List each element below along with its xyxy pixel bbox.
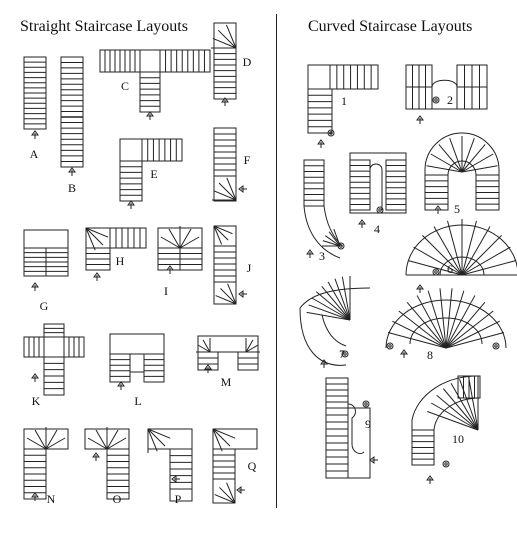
arrow-up-icon — [31, 130, 39, 139]
label-d: D — [243, 55, 252, 69]
layout-m — [196, 335, 260, 371]
arrow-up-icon — [146, 111, 154, 120]
layout-5 — [424, 132, 500, 211]
label-f: F — [244, 153, 251, 167]
arrow-up-icon — [31, 373, 39, 382]
label-2: 2 — [447, 93, 453, 107]
label-10: 10 — [452, 432, 464, 446]
layout-c — [99, 49, 211, 113]
spiral-newel-icon — [327, 129, 335, 137]
layout-g — [23, 229, 69, 277]
label-l: L — [134, 394, 141, 408]
spiral-newel-icon — [432, 96, 440, 104]
layout-o — [84, 427, 130, 500]
layout-2 — [405, 64, 488, 110]
label-5: 5 — [454, 202, 460, 216]
layout-n — [23, 427, 69, 500]
layout-9 — [325, 377, 371, 479]
arrow-left-icon — [369, 456, 378, 464]
layout-j — [213, 225, 237, 305]
label-n: N — [47, 492, 56, 506]
label-o: O — [113, 492, 122, 506]
layout-b — [60, 56, 84, 168]
arrow-up-icon — [127, 200, 135, 209]
arrow-up-icon — [68, 167, 76, 176]
spiral-newel-icon — [432, 268, 440, 276]
arrow-up-icon — [306, 249, 314, 258]
layout-p — [147, 428, 193, 502]
arrow-up-icon — [92, 452, 100, 461]
arrow-up-icon — [93, 272, 101, 281]
arrow-up-icon — [434, 205, 442, 214]
straight-layouts-title: Straight Staircase Layouts — [20, 18, 188, 35]
label-e: E — [150, 167, 157, 181]
arrow-up-icon — [320, 359, 328, 368]
arrow-up-icon — [204, 364, 212, 373]
label-a: A — [30, 147, 39, 161]
label-i: I — [164, 284, 168, 298]
arrow-up-icon — [166, 265, 174, 274]
spiral-newel-icon — [386, 342, 394, 350]
layout-7 — [299, 276, 371, 366]
layout-4 — [349, 152, 407, 214]
label-b: B — [68, 181, 76, 195]
label-3: 3 — [319, 249, 325, 263]
label-7: 7 — [339, 347, 345, 361]
arrow-up-icon — [400, 349, 408, 358]
arrow-up-icon — [31, 492, 39, 501]
layout-a — [23, 56, 47, 130]
arrow-left-icon — [236, 486, 245, 494]
layout-f — [212, 127, 237, 202]
label-j: J — [247, 261, 252, 275]
arrow-left-icon — [171, 475, 180, 483]
layout-6 — [405, 219, 517, 276]
label-4: 4 — [374, 222, 380, 236]
label-q: Q — [248, 459, 257, 473]
layout-l — [109, 333, 165, 383]
label-h: H — [116, 254, 125, 268]
layout-8 — [385, 288, 507, 349]
label-9: 9 — [365, 417, 371, 431]
arrow-up-icon — [117, 381, 125, 390]
arrow-up-icon — [358, 219, 366, 228]
arrow-up-icon — [221, 97, 229, 106]
section-divider — [276, 14, 277, 508]
layout-e — [119, 138, 183, 202]
spiral-newel-icon — [442, 460, 450, 468]
layout-i — [157, 226, 203, 271]
arrow-up-icon — [317, 139, 325, 148]
spiral-newel-icon — [362, 400, 370, 408]
spiral-newel-icon — [341, 350, 349, 358]
label-8: 8 — [427, 348, 433, 362]
arrow-up-icon — [31, 282, 39, 291]
spiral-newel-icon — [337, 242, 345, 250]
layout-q — [212, 428, 258, 504]
layout-k — [23, 323, 85, 396]
label-c: C — [121, 79, 129, 93]
layout-1 — [307, 64, 379, 134]
layout-10 — [411, 375, 481, 466]
label-g: G — [40, 299, 49, 313]
label-p: P — [175, 492, 182, 506]
arrow-left-icon — [238, 185, 247, 193]
spiral-newel-icon — [376, 206, 384, 214]
arrow-left-icon — [238, 290, 247, 298]
layout-h — [85, 227, 147, 271]
spiral-newel-icon — [492, 342, 500, 350]
layout-d — [211, 22, 237, 100]
label-k: K — [32, 394, 41, 408]
curved-layouts-title: Curved Staircase Layouts — [308, 18, 473, 35]
label-1: 1 — [341, 94, 347, 108]
arrow-up-icon — [426, 475, 434, 484]
arrow-up-icon — [416, 115, 424, 124]
layout-3 — [303, 159, 343, 259]
label-m: M — [221, 375, 232, 389]
label-6: 6 — [447, 262, 453, 276]
arrow-up-icon — [416, 284, 424, 293]
